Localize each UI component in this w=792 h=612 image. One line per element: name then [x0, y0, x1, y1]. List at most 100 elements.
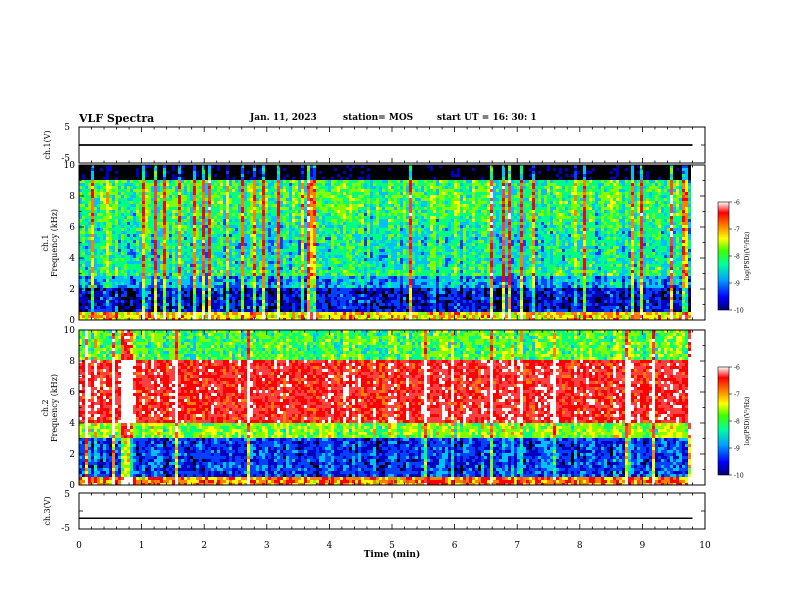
spectrogram-cell [124, 285, 127, 288]
spectrogram-cell [343, 255, 346, 258]
spectrogram-cell [268, 186, 271, 189]
spectrogram-cell [88, 216, 91, 219]
spectrogram-cell [160, 225, 163, 228]
spectrogram-cell [226, 312, 229, 315]
spectrogram-cell [289, 294, 292, 297]
spectrogram-cell [331, 237, 334, 240]
spectrogram-cell [301, 237, 304, 240]
spectrogram-cell [280, 306, 283, 309]
spectrogram-cell [88, 234, 91, 237]
spectrogram-cell [88, 261, 91, 264]
spectrogram-cell [112, 276, 115, 279]
spectrogram-cell [157, 279, 160, 282]
spectrogram-cell [352, 273, 355, 276]
spectrogram-cell [121, 261, 124, 264]
spectrogram-cell [151, 192, 154, 195]
spectrogram-cell [136, 270, 139, 273]
spectrogram-cell [289, 273, 292, 276]
spectrogram-cell [118, 273, 121, 276]
spectrogram-cell [274, 213, 277, 216]
spectrogram-cell [253, 279, 256, 282]
spectrogram-cell [316, 222, 319, 225]
spectrogram-cell [160, 234, 163, 237]
spectrogram-cell [85, 303, 88, 306]
spectrogram-cell [346, 219, 349, 222]
spectrogram-cell [199, 243, 202, 246]
spectrogram-cell [103, 261, 106, 264]
spectrogram-cell [334, 249, 337, 252]
spectrogram-cell [166, 258, 169, 261]
spectrogram-cell [268, 231, 271, 234]
spectrogram-cell [307, 264, 310, 267]
spectrogram-cell [223, 225, 226, 228]
spectrogram-cell [166, 255, 169, 258]
spectrogram-cell [289, 306, 292, 309]
spectrogram-cell [262, 243, 265, 246]
spectrogram-cell [136, 237, 139, 240]
spectrogram-cell [274, 285, 277, 288]
spectrogram-cell [166, 306, 169, 309]
spectrogram-cell [133, 198, 136, 201]
spectrogram-cell [325, 168, 328, 171]
spectrogram-cell [202, 249, 205, 252]
spectrogram-cell [202, 231, 205, 234]
spectrogram-cell [253, 261, 256, 264]
spectrogram-cell [283, 228, 286, 231]
spectrogram-cell [268, 270, 271, 273]
spectrogram-cell [328, 192, 331, 195]
spectrogram-cell [304, 222, 307, 225]
spectrogram-cell [280, 267, 283, 270]
spectrogram-cell [106, 276, 109, 279]
spectrogram-cell [301, 246, 304, 249]
spectrogram-cell [325, 285, 328, 288]
spectrogram-cell [82, 234, 85, 237]
spectrogram-cell [205, 231, 208, 234]
spectrogram-cell [88, 303, 91, 306]
spectrogram-cell [103, 279, 106, 282]
spectrogram-cell [289, 201, 292, 204]
spectrogram-cell [310, 297, 313, 300]
spectrogram-cell [313, 279, 316, 282]
spectrogram-cell [265, 303, 268, 306]
spectrogram-cell [346, 255, 349, 258]
spectrogram-cell [211, 168, 214, 171]
spectrogram-cell [118, 309, 121, 312]
spectrogram-cell [112, 306, 115, 309]
spectrogram-cell [292, 195, 295, 198]
spectrogram-cell [343, 174, 346, 177]
spectrogram-cell [307, 291, 310, 294]
spectrogram-cell [85, 246, 88, 249]
spectrogram-cell [337, 252, 340, 255]
spectrogram-cell [259, 309, 262, 312]
spectrogram-cell [250, 177, 253, 180]
spectrogram-cell [103, 282, 106, 285]
spectrogram-cell [295, 303, 298, 306]
spectrogram-cell [202, 204, 205, 207]
spectrogram-cell [307, 288, 310, 291]
spectrogram-cell [289, 282, 292, 285]
spectrogram-cell [202, 267, 205, 270]
spectrogram-cell [166, 225, 169, 228]
spectrogram-cell [310, 243, 313, 246]
spectrogram-cell [253, 207, 256, 210]
spectrogram-cell [331, 192, 334, 195]
spectrogram-cell [256, 261, 259, 264]
spectrogram-cell [160, 267, 163, 270]
spectrogram-cell [82, 267, 85, 270]
spectrogram-cell [181, 168, 184, 171]
spectrogram-cell [112, 180, 115, 183]
spectrogram-cell [301, 303, 304, 306]
spectrogram-cell [256, 183, 259, 186]
spectrogram-cell [244, 240, 247, 243]
spectrogram-cell [250, 189, 253, 192]
spectrogram-cell [298, 240, 301, 243]
spectrogram-cell [337, 171, 340, 174]
spectrogram-cell [265, 201, 268, 204]
spectrogram-cell [355, 252, 358, 255]
spectrogram-cell [277, 231, 280, 234]
spectrogram-cell [352, 306, 355, 309]
spectrogram-cell [190, 246, 193, 249]
spectrogram-cell [175, 192, 178, 195]
spectrogram-cell [181, 240, 184, 243]
spectrogram-cell [169, 204, 172, 207]
